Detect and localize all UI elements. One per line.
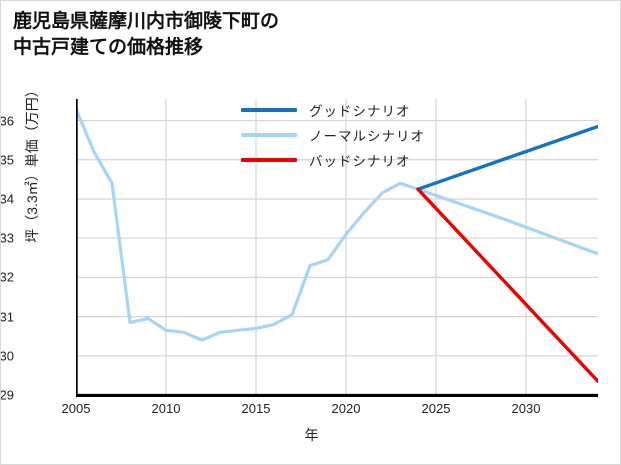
y-tick-label: 34 xyxy=(0,191,14,207)
y-tick-label: 31 xyxy=(0,309,14,325)
legend-item-label: グッドシナリオ xyxy=(309,103,411,119)
legend-swatch-icon xyxy=(241,107,297,112)
y-tick-label: 35 xyxy=(0,152,14,168)
x-tick-label: 2015 xyxy=(241,401,271,416)
page-title: 鹿児島県薩摩川内市御陵下町の 中古戸建ての価格推移 xyxy=(13,11,280,58)
y-axis-label: 坪（3.3㎡）単価（万円） xyxy=(24,83,40,243)
y-tick-label: 33 xyxy=(0,230,14,246)
y-tick-label: 29 xyxy=(0,387,14,403)
y-tick-label: 30 xyxy=(0,348,14,364)
legend-item[interactable]: ノーマルシナリオ xyxy=(241,122,425,147)
plot-area xyxy=(76,99,598,397)
chart-svg xyxy=(76,99,598,397)
chart-legend: グッドシナリオ ノーマルシナリオ バッドシナリオ xyxy=(241,97,425,172)
legend-item-label: ノーマルシナリオ xyxy=(309,128,425,144)
legend-item[interactable]: バッドシナリオ xyxy=(241,147,425,172)
legend-swatch-icon xyxy=(241,132,297,137)
x-tick-label: 2020 xyxy=(331,401,361,416)
legend-item-label: バッドシナリオ xyxy=(309,153,411,169)
y-tick-label: 36 xyxy=(0,113,14,129)
legend-swatch-icon xyxy=(241,157,297,162)
series-line xyxy=(76,107,598,342)
x-tick-label: 2025 xyxy=(421,401,451,416)
x-axis-label: 年 xyxy=(304,427,319,443)
series-line xyxy=(416,124,598,191)
legend-item[interactable]: グッドシナリオ xyxy=(241,97,425,122)
series-line xyxy=(416,187,598,384)
x-tick-label: 2005 xyxy=(61,401,91,416)
x-tick-label: 2010 xyxy=(151,401,181,416)
x-tick-label: 2030 xyxy=(511,401,541,416)
y-tick-label: 32 xyxy=(0,269,14,285)
